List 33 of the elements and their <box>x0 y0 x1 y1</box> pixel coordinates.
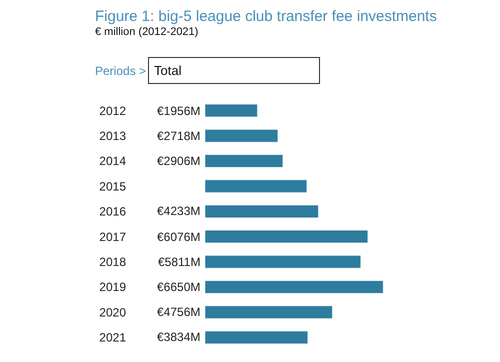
chart-subtitle: € million (2012-2021) <box>95 26 198 38</box>
y-tick-label: 2021 <box>99 330 126 345</box>
chart-title: Figure 1: big-5 league club transfer fee investments <box>95 8 437 25</box>
y-tick-label: 2012 <box>99 104 126 118</box>
y-tick-label: 2018 <box>99 255 126 269</box>
bar <box>205 154 284 168</box>
y-tick-label: 2017 <box>99 230 126 244</box>
y-tick-label: 2020 <box>99 305 126 320</box>
data-label: €6076M <box>157 230 200 244</box>
bar <box>205 280 384 294</box>
bar <box>205 204 319 218</box>
data-label: €2718M <box>157 129 200 143</box>
bar <box>205 306 333 319</box>
bar <box>205 180 308 193</box>
data-label: €5811M <box>158 255 200 269</box>
data-label: €6650M <box>157 280 200 294</box>
y-tick-label: 2016 <box>99 204 126 219</box>
y-tick-label: 2014 <box>99 154 126 168</box>
bar <box>205 330 308 344</box>
bar <box>205 255 361 268</box>
y-tick-label: 2015 <box>99 179 126 194</box>
bar <box>205 104 258 118</box>
y-tick-label: 2013 <box>99 129 126 143</box>
data-label: €1956M <box>157 104 200 118</box>
bar <box>205 230 368 244</box>
data-label: €3834M <box>157 330 200 344</box>
data-label: €4756M <box>157 305 200 319</box>
y-tick-label: 2019 <box>99 280 126 294</box>
data-label: €2906M <box>157 154 200 168</box>
text: Periods > <box>95 64 146 78</box>
bar <box>205 129 278 142</box>
text: Total <box>154 63 182 78</box>
data-label: €4233M <box>157 204 200 218</box>
